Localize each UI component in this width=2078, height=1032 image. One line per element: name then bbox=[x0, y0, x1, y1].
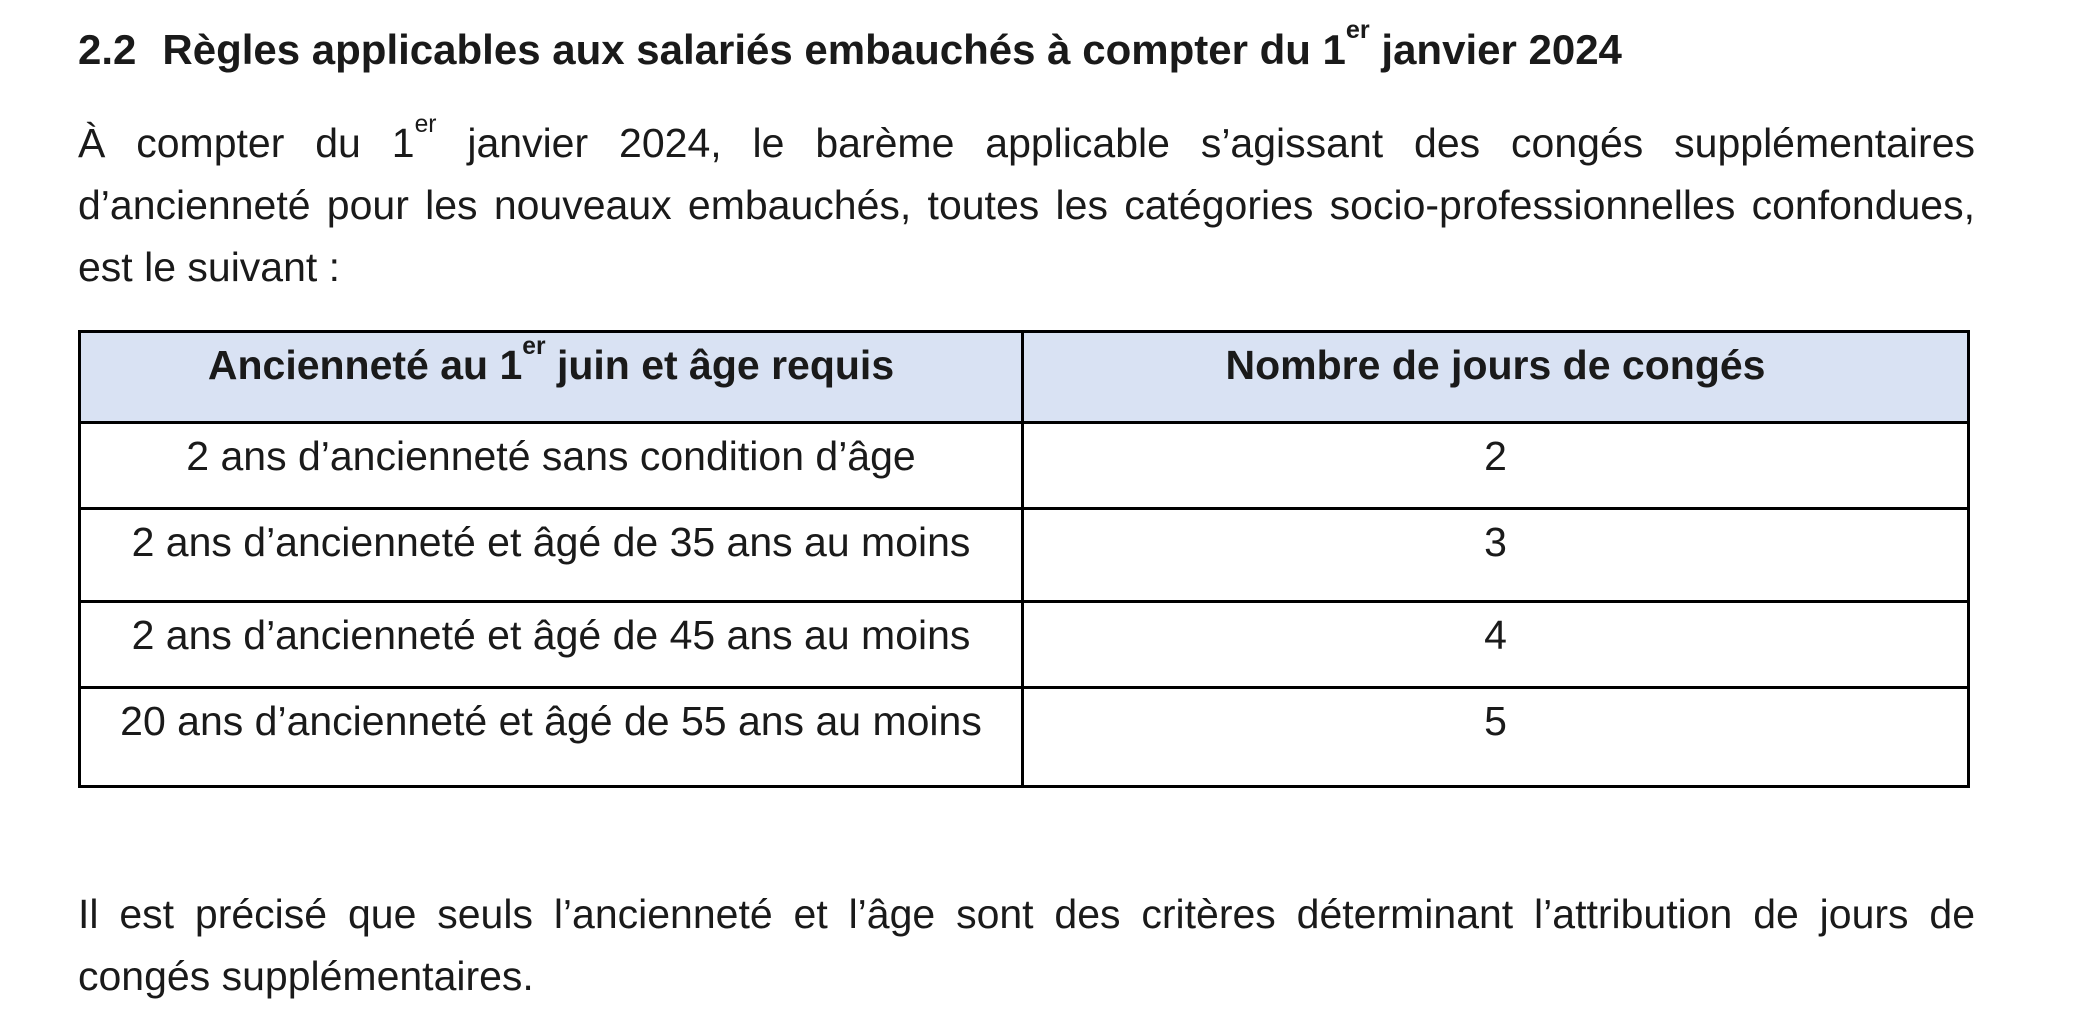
table-cell-criteria: 2 ans d’ancienneté et âgé de 35 ans au m… bbox=[78, 507, 1024, 603]
table-header-days: Nombre de jours de congés bbox=[1021, 330, 1970, 424]
intro-paragraph: À compter du 1er janvier 2024, le barème… bbox=[78, 112, 1975, 298]
table-row: 2 ans d’ancienneté et âgé de 35 ans au m… bbox=[78, 507, 1970, 603]
table-row: 2 ans d’ancienneté sans condition d’âge … bbox=[78, 421, 1970, 510]
intro-line-1: À compter du 1er janvier 2024, le barème… bbox=[78, 112, 1975, 174]
table-cell-criteria: 2 ans d’ancienneté et âgé de 45 ans au m… bbox=[78, 600, 1024, 689]
section-title-year: janvier 2024 bbox=[1369, 26, 1622, 73]
intro-line-1-superscript: er bbox=[414, 112, 437, 139]
table-cell-days: 4 bbox=[1021, 600, 1970, 689]
table-row: 20 ans d’ancienneté et âgé de 55 ans au … bbox=[78, 686, 1970, 788]
table-row: 2 ans d’ancienneté et âgé de 45 ans au m… bbox=[78, 600, 1970, 689]
section-number: 2.2 bbox=[78, 26, 137, 73]
table-header-criteria-superscript: er bbox=[522, 333, 546, 361]
note-line-1: Il est précisé que seuls l’ancienneté et… bbox=[78, 891, 1975, 937]
table-header-criteria-post: juin et âge requis bbox=[545, 342, 895, 388]
section-title-text: Règles applicables aux salariés embauché… bbox=[162, 26, 1346, 73]
intro-line-3: est le suivant : bbox=[78, 244, 341, 290]
table-header-criteria-pre: Ancienneté au 1 bbox=[207, 342, 523, 388]
table-cell-criteria: 2 ans d’ancienneté sans condition d’âge bbox=[78, 421, 1024, 510]
table-header-criteria: Ancienneté au 1er juin et âge requis bbox=[78, 330, 1024, 424]
intro-line-1-post: janvier 2024, le barème applicable s’agi… bbox=[436, 120, 1975, 166]
note-line-2: congés supplémentaires. bbox=[78, 953, 534, 999]
table-cell-days: 3 bbox=[1021, 507, 1970, 603]
table-cell-days: 5 bbox=[1021, 686, 1970, 788]
section-heading: 2.2 Règles applicables aux salariés embau… bbox=[78, 18, 1975, 78]
intro-line-1-pre: À compter du 1 bbox=[78, 120, 415, 166]
table-header-row: Ancienneté au 1er juin et âge requis Nom… bbox=[78, 330, 1970, 424]
section-title-superscript: er bbox=[1345, 16, 1370, 45]
table-cell-criteria: 20 ans d’ancienneté et âgé de 55 ans au … bbox=[78, 686, 1024, 788]
closing-note-paragraph: Il est précisé que seuls l’ancienneté et… bbox=[78, 883, 1975, 1007]
intro-line-2: d’ancienneté pour les nouveaux embauchés… bbox=[78, 182, 1975, 228]
table-cell-days: 2 bbox=[1021, 421, 1970, 510]
seniority-days-table: Ancienneté au 1er juin et âge requis Nom… bbox=[78, 330, 1970, 788]
